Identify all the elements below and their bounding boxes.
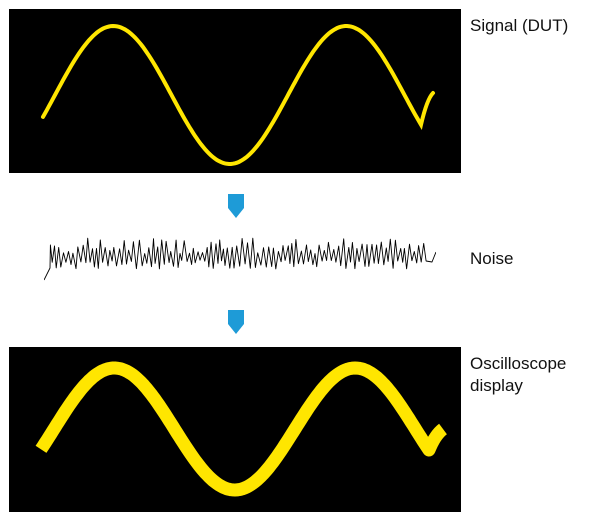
oscilloscope-label: Oscilloscope display xyxy=(470,353,566,397)
down-pointer-icon xyxy=(228,310,244,334)
signal-display-panel xyxy=(9,9,461,173)
oscilloscope-display-panel xyxy=(9,347,461,512)
broadened-sine-trace xyxy=(35,361,448,497)
signal-label: Signal (DUT) xyxy=(470,16,569,35)
oscilloscope-waveform xyxy=(35,361,448,497)
noise-label: Noise xyxy=(470,249,514,268)
noise-waveform xyxy=(44,237,436,281)
down-pointer-icon xyxy=(228,194,244,218)
noise-trace xyxy=(44,237,436,281)
oscilloscope-label-line1: Oscilloscope xyxy=(470,354,567,373)
clean-sine-trace xyxy=(41,23,435,166)
oscilloscope-label-line2: display xyxy=(470,376,523,395)
signal-waveform xyxy=(41,23,435,166)
